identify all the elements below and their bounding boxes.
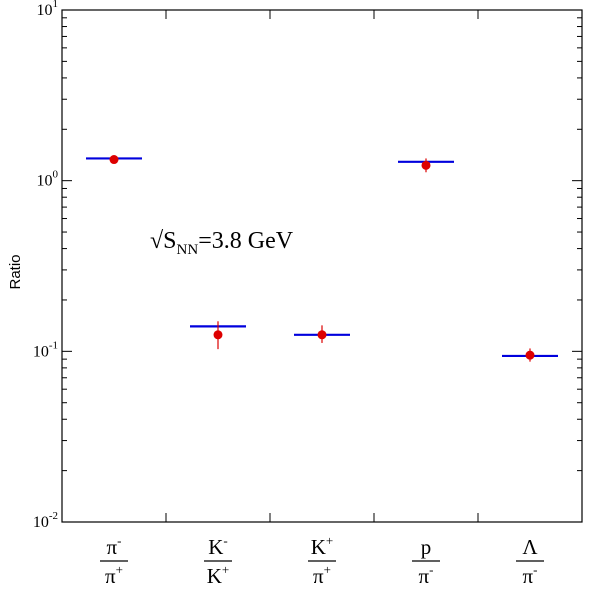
- y-tick-base: 10: [37, 173, 53, 190]
- x-label-denominator-charge: +: [324, 562, 331, 577]
- x-label-numerator-symbol: K: [208, 535, 223, 559]
- energy-annotation: √SNN=3.8 GeV: [150, 228, 294, 258]
- annotation-suffix: =3.8 GeV: [198, 228, 294, 254]
- data-point: [525, 350, 535, 360]
- plot-border: [61, 9, 583, 523]
- x-label-denominator-charge: -: [533, 562, 537, 577]
- data-point: [213, 330, 223, 340]
- x-label-numerator: K+: [311, 533, 334, 559]
- x-label-denominator: π-: [419, 562, 434, 588]
- y-tick-base: 10: [33, 514, 49, 531]
- annotation-prefix: √S: [150, 228, 177, 254]
- y-tick-label: 10-2: [33, 510, 58, 531]
- y-tick-base: 10: [33, 343, 49, 360]
- x-label-denominator: K+: [207, 562, 230, 588]
- plot-frame: [61, 9, 583, 523]
- x-label-denominator-symbol: π: [523, 564, 534, 588]
- y-tick-label: 100: [37, 169, 59, 190]
- x-label-denominator: π+: [105, 562, 123, 588]
- data-point: [421, 160, 431, 170]
- x-label-denominator-symbol: π: [105, 564, 116, 588]
- y-tick-label: 101: [37, 0, 59, 19]
- x-label-denominator: π+: [313, 562, 331, 588]
- x-label-numerator: Λ: [522, 535, 538, 559]
- x-label-denominator-symbol: π: [313, 564, 324, 588]
- data-point: [109, 155, 119, 165]
- x-label-numerator-symbol: p: [421, 535, 432, 559]
- y-tick-exponent: 0: [53, 169, 59, 181]
- y-tick-exponent: 1: [53, 0, 59, 10]
- x-label-denominator: π-: [523, 562, 538, 588]
- x-label-numerator: π-: [107, 533, 122, 559]
- x-label-denominator-charge: +: [116, 562, 123, 577]
- x-label-numerator: p: [421, 535, 432, 559]
- y-axis-label: Ratio: [7, 254, 24, 289]
- x-label-numerator-symbol: π: [107, 535, 118, 559]
- x-label-numerator-charge: -: [117, 533, 121, 548]
- x-axis-ticks: π-π+K-K+K+π+pπ-Λπ-: [100, 10, 544, 588]
- x-label-denominator-symbol: π: [419, 564, 430, 588]
- x-label-denominator-symbol: K: [207, 564, 222, 588]
- x-label-numerator-symbol: K: [311, 535, 326, 559]
- data-point: [317, 330, 327, 340]
- annotation-subscript: NN: [177, 242, 199, 258]
- x-label-numerator-charge: +: [326, 533, 333, 548]
- y-tick-exponent: -2: [49, 510, 58, 522]
- y-tick-label: 10-1: [33, 339, 58, 360]
- x-label-denominator-charge: +: [222, 562, 229, 577]
- x-label-numerator-symbol: Λ: [522, 535, 538, 559]
- y-tick-base: 10: [37, 2, 53, 19]
- data-marks: [86, 155, 558, 362]
- x-label-denominator-charge: -: [429, 562, 433, 577]
- x-label-numerator-charge: -: [223, 533, 227, 548]
- y-tick-exponent: -1: [49, 339, 58, 351]
- x-label-numerator: K-: [208, 533, 228, 559]
